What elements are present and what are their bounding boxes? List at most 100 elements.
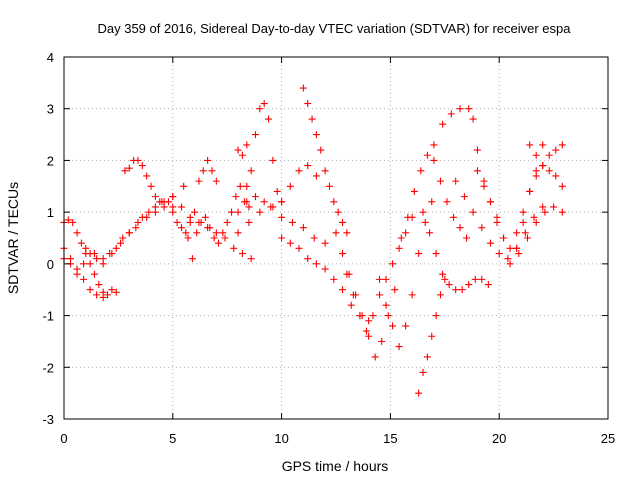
data-point <box>432 312 440 320</box>
data-point <box>228 208 236 216</box>
data-point <box>526 187 534 195</box>
data-point <box>330 275 338 283</box>
data-point <box>295 244 303 252</box>
data-point <box>147 182 155 190</box>
data-point <box>321 239 329 247</box>
data-point <box>506 260 514 268</box>
data-point <box>349 291 357 299</box>
data-point <box>430 141 438 149</box>
data-point <box>369 312 377 320</box>
data-point <box>415 389 423 397</box>
series-track-2 <box>60 216 120 299</box>
data-point <box>539 162 547 170</box>
data-point <box>304 100 312 108</box>
data-point <box>119 234 127 242</box>
data-point <box>415 250 423 258</box>
data-point <box>365 332 373 340</box>
data-point <box>219 229 227 237</box>
data-point <box>436 177 444 185</box>
data-point <box>384 312 392 320</box>
data-point <box>441 275 449 283</box>
data-point <box>121 167 129 175</box>
data-point <box>395 343 403 351</box>
data-point <box>532 172 540 180</box>
data-point <box>273 187 281 195</box>
data-point <box>558 182 566 190</box>
data-point <box>439 120 447 128</box>
data-point <box>251 131 259 139</box>
data-point <box>208 167 216 175</box>
data-point <box>278 198 286 206</box>
y-tick-label: -1 <box>42 309 54 324</box>
data-point <box>99 255 107 263</box>
data-point <box>519 218 527 226</box>
data-point <box>478 224 486 232</box>
data-point <box>64 216 72 224</box>
data-point <box>356 312 364 320</box>
data-point <box>471 275 479 283</box>
data-point <box>308 115 316 123</box>
data-point <box>325 182 333 190</box>
data-point <box>304 255 312 263</box>
data-point <box>206 224 214 232</box>
data-point <box>232 193 240 201</box>
data-point <box>552 146 560 154</box>
data-point <box>145 208 153 216</box>
data-point <box>82 244 90 252</box>
series-track-8 <box>180 182 253 263</box>
data-point <box>550 203 558 211</box>
data-point <box>236 182 244 190</box>
data-point <box>267 203 275 211</box>
data-point <box>238 250 246 258</box>
y-tick-label: -2 <box>42 360 54 375</box>
y-axis-label: SDTVAR / TECUs <box>5 182 21 294</box>
data-point <box>317 146 325 154</box>
data-point <box>245 218 253 226</box>
data-point <box>288 218 296 226</box>
data-point <box>90 250 98 258</box>
data-point <box>321 167 329 175</box>
data-point <box>234 208 242 216</box>
data-point <box>532 218 540 226</box>
data-point <box>134 218 142 226</box>
data-point <box>430 156 438 164</box>
data-point <box>186 213 194 221</box>
data-point <box>108 286 116 294</box>
data-point <box>526 141 534 149</box>
data-point <box>402 322 410 330</box>
y-tick-label: 4 <box>47 50 54 65</box>
data-point <box>260 198 268 206</box>
y-tick-label: 2 <box>47 153 54 168</box>
data-point <box>278 213 286 221</box>
plot-frame <box>63 56 609 420</box>
data-point <box>269 156 277 164</box>
data-point <box>199 167 207 175</box>
data-point <box>339 286 347 294</box>
data-point <box>484 281 492 289</box>
series-track-19 <box>397 151 471 242</box>
data-point <box>245 203 253 211</box>
data-point <box>347 301 355 309</box>
data-point <box>286 239 294 247</box>
data-point <box>108 250 116 258</box>
data-point <box>321 265 329 273</box>
data-point <box>251 193 259 201</box>
series-track-11 <box>234 162 320 216</box>
data-point <box>191 208 199 216</box>
data-point <box>295 167 303 175</box>
data-point <box>376 275 384 283</box>
data-point <box>178 224 186 232</box>
data-point <box>521 229 529 237</box>
y-tick-label: 3 <box>47 102 54 117</box>
data-point <box>151 193 159 201</box>
data-point <box>201 213 209 221</box>
chart-title: Day 359 of 2016, Sidereal Day-to-day VTE… <box>97 21 571 36</box>
data-point <box>334 208 342 216</box>
data-point <box>539 141 547 149</box>
data-point <box>541 208 549 216</box>
data-point <box>343 270 351 278</box>
data-point <box>395 244 403 252</box>
data-point <box>456 224 464 232</box>
data-point <box>463 234 471 242</box>
